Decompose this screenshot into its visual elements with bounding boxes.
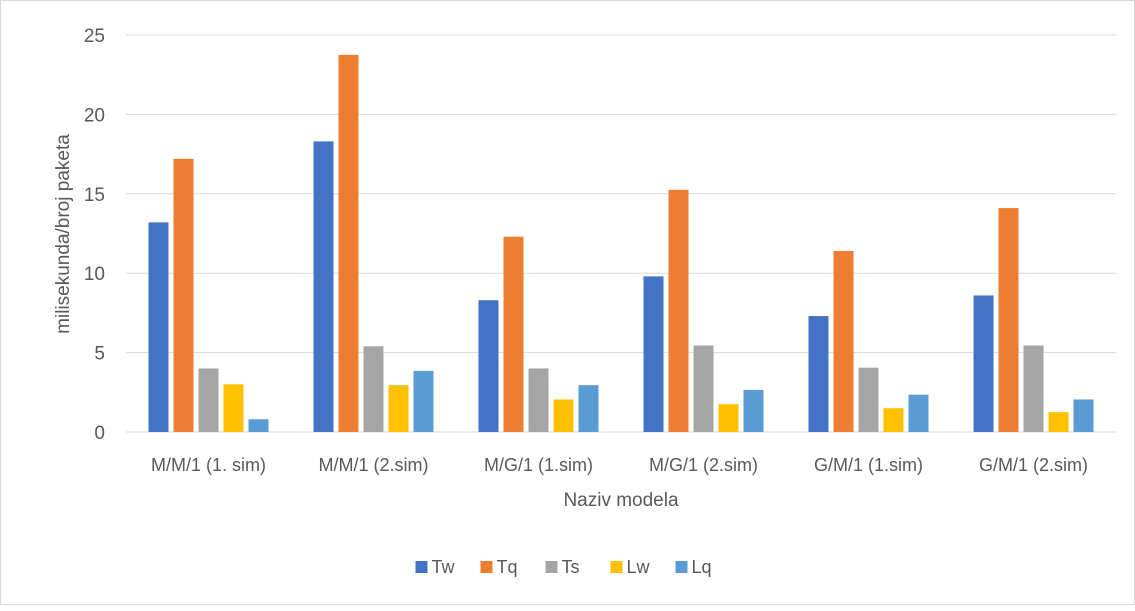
bar-tq — [668, 189, 689, 432]
bar-lw — [718, 404, 739, 432]
bar-lq — [908, 394, 929, 432]
x-tick-label: G/M/1 (1.sim) — [814, 455, 923, 475]
bar-ts — [363, 346, 384, 432]
bar-tw — [148, 222, 169, 432]
legend-label: Lq — [692, 557, 712, 577]
legend-swatch — [545, 561, 558, 573]
legend-item-ts: Ts — [545, 557, 580, 577]
y-tick-label: 25 — [84, 26, 105, 47]
bar-ts — [858, 367, 879, 432]
bar-lq — [413, 370, 434, 432]
x-tick-label: M/G/1 (1.sim) — [484, 455, 593, 475]
bar-ts — [693, 345, 714, 432]
y-axis-label: milisekunda/broj paketa — [53, 134, 74, 334]
legend-label: Lw — [627, 557, 651, 577]
legend-item-tq: Tq — [480, 557, 518, 577]
bar-lq — [1073, 399, 1094, 432]
x-axis-label: Naziv modela — [563, 490, 679, 511]
bar-tq — [338, 54, 359, 432]
x-tick-label: M/M/1 (2.sim) — [319, 455, 429, 475]
x-tick-label: G/M/1 (2.sim) — [979, 455, 1088, 475]
bar-tw — [478, 300, 499, 432]
bar-lq — [248, 419, 269, 432]
legend-swatch — [480, 561, 493, 573]
bar-tw — [973, 295, 994, 432]
y-tick-label: 5 — [94, 344, 105, 365]
legend-label: Ts — [562, 557, 580, 577]
y-tick-label: 20 — [84, 105, 105, 126]
bar-lw — [388, 385, 409, 432]
bar-ts — [528, 368, 549, 432]
legend-swatch — [610, 561, 623, 573]
bar-lw — [553, 399, 574, 432]
legend-swatch — [415, 561, 428, 573]
bar-ts — [1023, 345, 1044, 432]
bar-tw — [808, 316, 829, 432]
legend-item-tw: Tw — [415, 557, 456, 577]
legend-item-lq: Lq — [675, 557, 712, 577]
bar-lw — [1048, 412, 1069, 432]
y-tick-label: 0 — [94, 423, 105, 444]
bar-tw — [313, 141, 334, 432]
legend-item-lw: Lw — [610, 557, 651, 577]
bar-ts — [198, 368, 219, 432]
x-tick-label: M/M/1 (1. sim) — [151, 455, 266, 475]
bar-tw — [643, 276, 664, 432]
bar-lq — [743, 389, 764, 432]
legend-label: Tw — [432, 557, 456, 577]
y-tick-label: 15 — [84, 185, 105, 206]
bar-tq — [833, 250, 854, 432]
legend-label: Tq — [497, 557, 518, 577]
bar-tq — [503, 236, 524, 432]
bar-lw — [223, 384, 244, 432]
legend: Tw Tq Ts Lw Lq — [415, 557, 712, 577]
bar-lw — [883, 408, 904, 432]
y-tick-label: 10 — [84, 264, 105, 285]
bar-tq — [173, 158, 194, 432]
bar-lq — [578, 385, 599, 432]
legend-swatch — [675, 561, 688, 573]
bar-tq — [998, 208, 1019, 432]
x-tick-label: M/G/1 (2.sim) — [649, 455, 758, 475]
